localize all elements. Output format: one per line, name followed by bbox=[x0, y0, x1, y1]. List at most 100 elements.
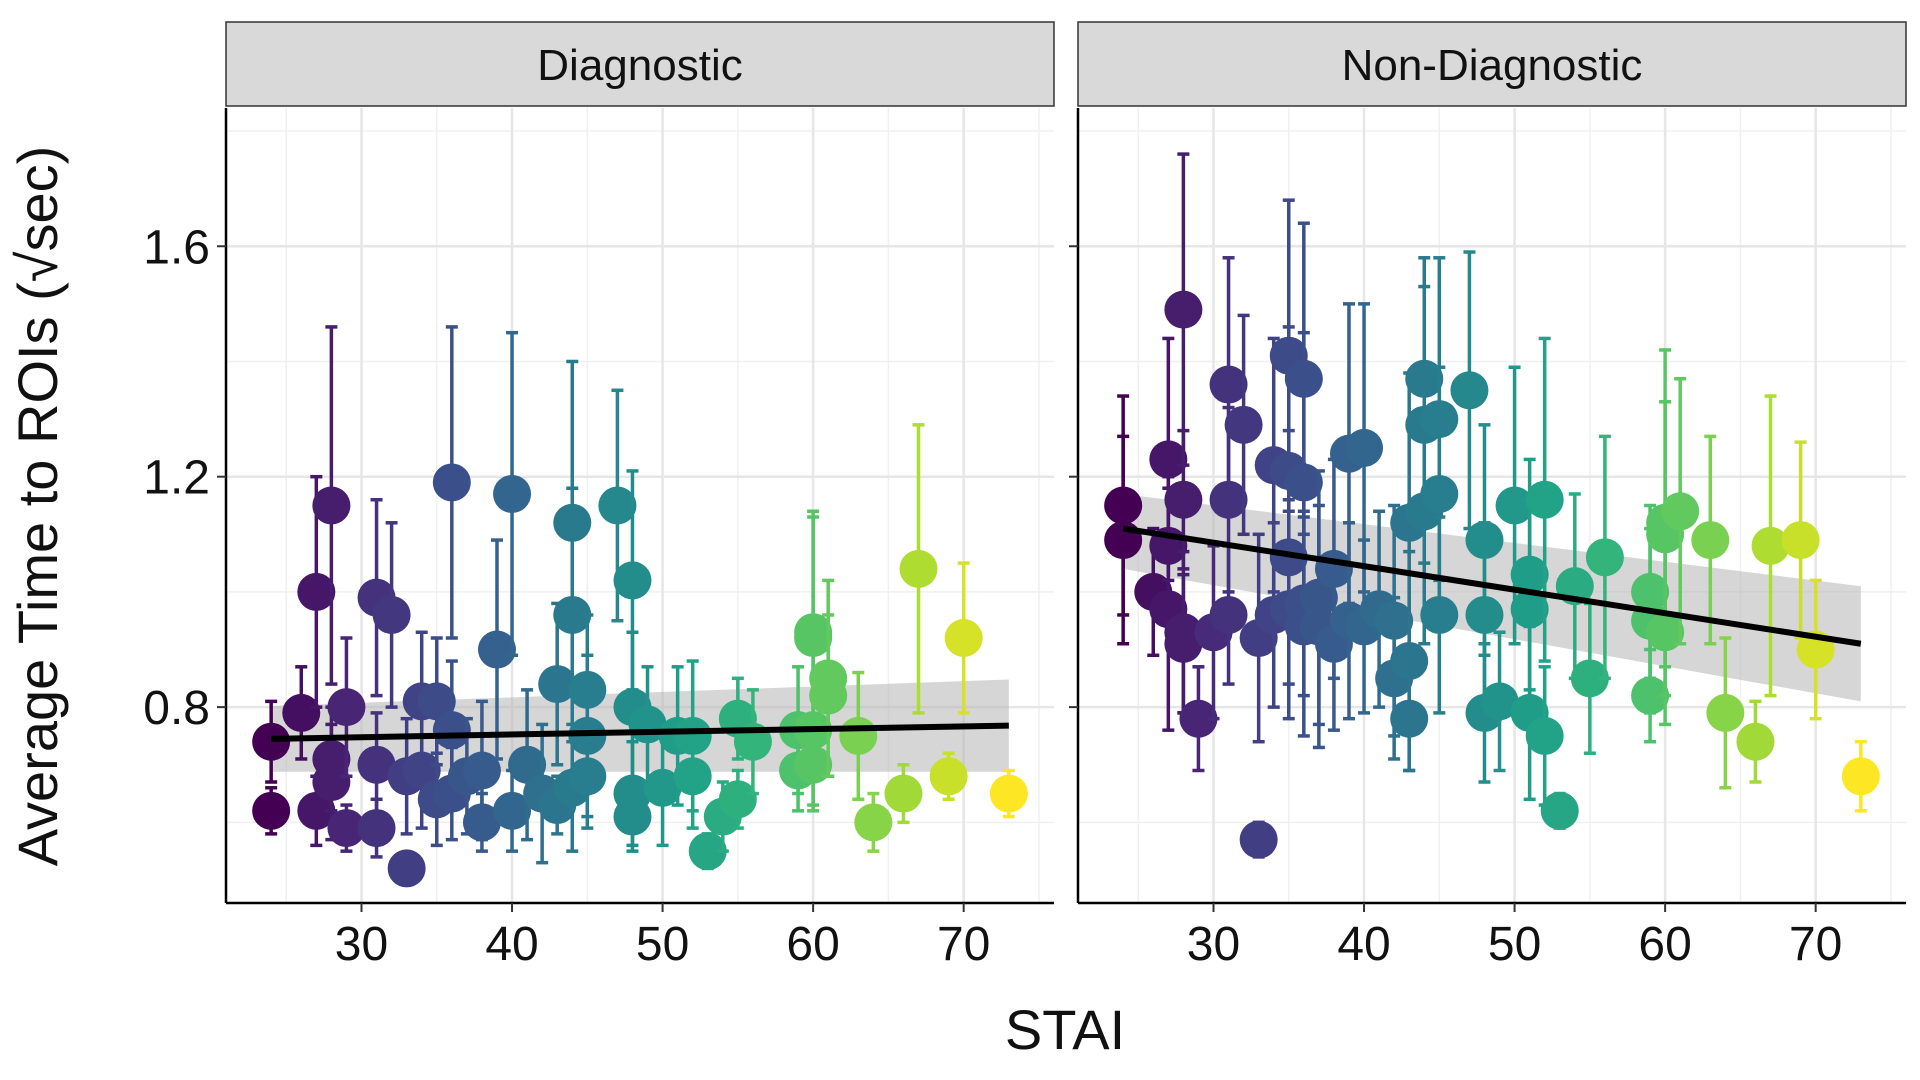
data-point bbox=[1345, 428, 1384, 467]
data-point-group bbox=[1706, 636, 1745, 790]
data-point bbox=[1390, 642, 1429, 681]
data-point bbox=[297, 791, 336, 830]
data-point bbox=[252, 791, 291, 830]
data-point-group bbox=[508, 688, 547, 842]
data-point bbox=[1781, 521, 1820, 560]
data-point-group bbox=[1751, 394, 1790, 698]
data-point bbox=[1691, 521, 1730, 560]
data-point bbox=[297, 572, 336, 611]
data-point bbox=[1420, 595, 1459, 634]
data-point-group bbox=[929, 751, 968, 802]
data-point bbox=[1224, 405, 1263, 444]
data-point bbox=[1209, 480, 1248, 519]
y-tick-label: 1.6 bbox=[143, 221, 210, 274]
data-point bbox=[462, 751, 501, 790]
data-point bbox=[282, 693, 321, 732]
data-point-group bbox=[673, 722, 712, 830]
data-point bbox=[718, 780, 757, 819]
data-point bbox=[673, 757, 712, 796]
data-point bbox=[1751, 526, 1790, 565]
data-point-group bbox=[989, 768, 1028, 819]
data-point bbox=[538, 665, 577, 704]
data-point-group bbox=[387, 849, 426, 888]
data-point-group bbox=[493, 330, 532, 658]
data-point bbox=[1179, 699, 1218, 738]
facet-strip bbox=[225, 21, 1055, 107]
data-point bbox=[1585, 538, 1624, 577]
data-point-group bbox=[1585, 434, 1624, 681]
data-point bbox=[1525, 480, 1564, 519]
data-point bbox=[1495, 486, 1534, 525]
data-point bbox=[312, 763, 351, 802]
data-point-group bbox=[357, 797, 396, 859]
data-point-group bbox=[794, 722, 833, 807]
data-point bbox=[1570, 659, 1609, 698]
data-point-group bbox=[1420, 515, 1459, 715]
data-point bbox=[568, 757, 607, 796]
data-point bbox=[1284, 463, 1323, 502]
data-point bbox=[327, 809, 366, 848]
data-point bbox=[1465, 595, 1504, 634]
data-point bbox=[493, 474, 532, 513]
y-tick-label: 0.8 bbox=[143, 682, 210, 735]
y-tick-label: 1.2 bbox=[143, 452, 210, 505]
data-point-group bbox=[1390, 665, 1429, 773]
data-point-group bbox=[252, 786, 291, 836]
data-point-group bbox=[884, 762, 923, 825]
data-point bbox=[1540, 791, 1579, 830]
data-point bbox=[252, 722, 291, 761]
data-point bbox=[1209, 365, 1248, 404]
data-point-group bbox=[1540, 791, 1579, 830]
data-point-group bbox=[1224, 313, 1263, 537]
data-point bbox=[1104, 521, 1143, 560]
data-point-group bbox=[252, 699, 291, 784]
data-point-group bbox=[1631, 647, 1670, 744]
data-point-group bbox=[613, 780, 652, 853]
facet-panel-diagnostic: Diagnostic 30 40 50 60 70 0.8 1.2 1.6 bbox=[143, 21, 1055, 971]
data-point bbox=[613, 797, 652, 836]
facet-strip bbox=[1077, 21, 1907, 107]
data-point bbox=[688, 832, 727, 871]
data-point bbox=[613, 561, 652, 600]
data-point bbox=[327, 688, 366, 727]
data-point bbox=[493, 791, 532, 830]
data-point bbox=[1164, 290, 1203, 329]
facet-panel-non-diagnostic: Non-Diagnostic 30 40 50 60 70 bbox=[1069, 21, 1907, 971]
data-point bbox=[794, 745, 833, 784]
data-point-group bbox=[688, 832, 727, 871]
data-point bbox=[432, 711, 471, 750]
trend-line bbox=[271, 722, 1009, 742]
data-point bbox=[432, 463, 471, 502]
data-point bbox=[1646, 613, 1685, 652]
data-point-group bbox=[944, 561, 983, 715]
data-point bbox=[1164, 480, 1203, 519]
data-point bbox=[794, 613, 833, 652]
x-tick-label: 40 bbox=[1337, 918, 1390, 971]
data-point bbox=[1450, 371, 1489, 410]
facet-strip-label: Non-Diagnostic bbox=[1342, 41, 1643, 90]
data-point-group bbox=[327, 636, 366, 779]
data-point bbox=[553, 595, 592, 634]
data-point bbox=[312, 486, 351, 525]
data-point bbox=[1239, 820, 1278, 859]
data-point-group bbox=[854, 791, 893, 853]
data-point bbox=[854, 803, 893, 842]
data-point-group bbox=[538, 601, 577, 767]
trend-line bbox=[1122, 525, 1862, 647]
x-tick-label: 50 bbox=[1488, 918, 1541, 971]
data-point bbox=[402, 751, 441, 790]
data-point-group bbox=[1239, 820, 1278, 859]
x-axis-title: STAI bbox=[1005, 998, 1125, 1061]
data-point bbox=[884, 774, 923, 813]
data-point bbox=[1661, 492, 1700, 531]
data-point bbox=[357, 745, 396, 784]
data-point bbox=[477, 630, 516, 669]
data-point bbox=[929, 757, 968, 796]
facet-strip-label: Diagnostic bbox=[537, 41, 742, 90]
data-point-group bbox=[1736, 699, 1775, 784]
data-point bbox=[989, 774, 1028, 813]
x-tick-label: 60 bbox=[1638, 918, 1691, 971]
data-point-group bbox=[899, 423, 938, 715]
data-point bbox=[1736, 722, 1775, 761]
